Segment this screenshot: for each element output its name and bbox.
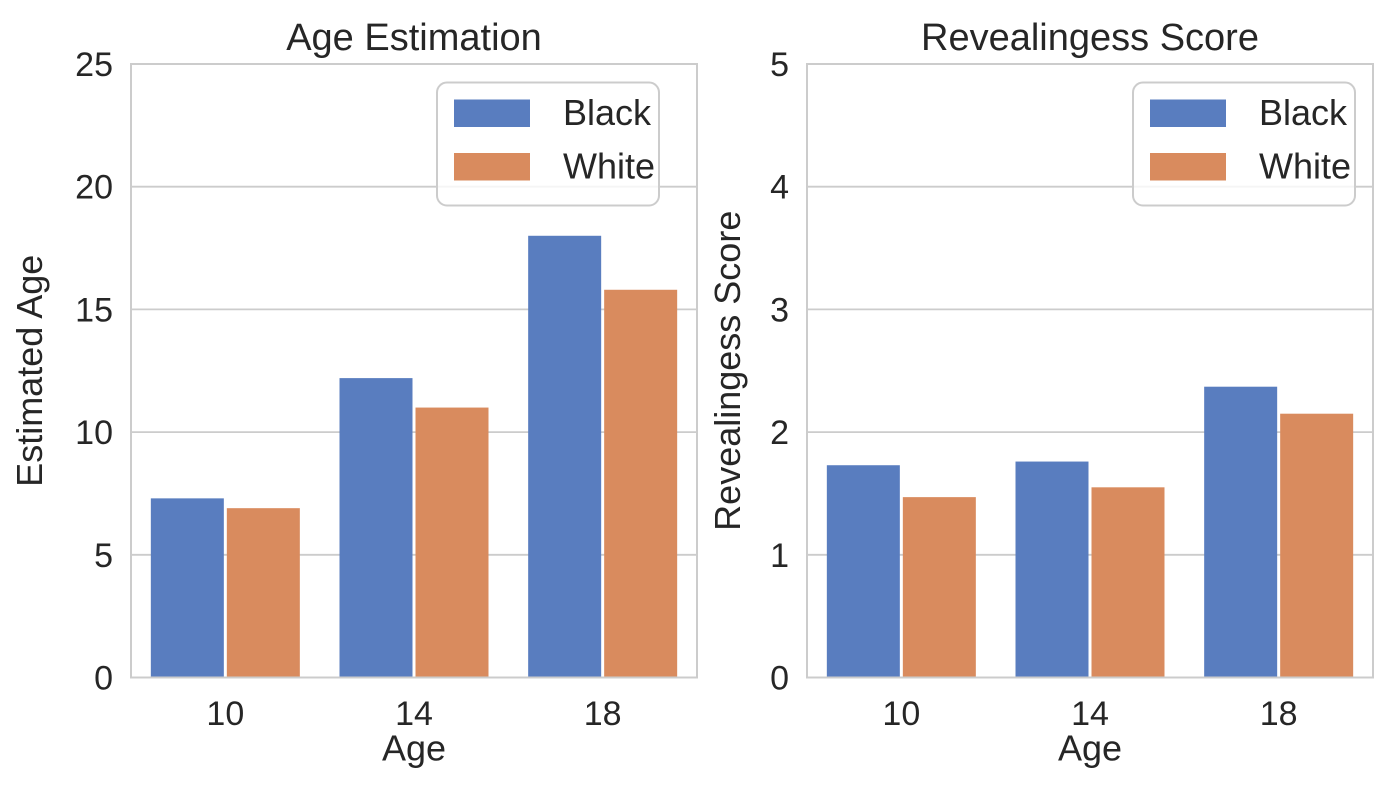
y-tick-label: 0 — [770, 660, 789, 698]
y-tick-label: 5 — [770, 46, 789, 84]
y-axis-label: Estimated Age — [9, 255, 50, 487]
y-tick-label: 15 — [75, 291, 113, 329]
x-tick-label: 18 — [584, 695, 622, 733]
plot-border — [130, 63, 698, 679]
y-tick-label: 1 — [770, 537, 789, 575]
legend-label-white: White — [1259, 146, 1351, 187]
legend-swatch-white — [1150, 153, 1226, 181]
bar-black-10 — [150, 498, 224, 678]
y-tick-label: 0 — [94, 660, 113, 698]
x-tick-label: 14 — [395, 695, 433, 733]
bar-white-18 — [604, 289, 678, 678]
y-tick-label: 20 — [75, 169, 113, 207]
bar-white-14 — [415, 407, 489, 678]
legend: Black White — [1132, 81, 1356, 207]
x-tick-label: 10 — [206, 695, 244, 733]
legend: Black White — [436, 81, 660, 207]
y-tick-label: 2 — [770, 414, 789, 452]
y-tick-label: 4 — [770, 169, 789, 207]
bar-black-14 — [1015, 461, 1089, 678]
bar-white-14 — [1091, 487, 1165, 678]
right-chart: 10 14 18 0 1 2 3 4 5 Revealingess Score Age Reveali… — [707, 17, 1374, 769]
legend-swatch-black — [1150, 99, 1226, 127]
bar-white-18 — [1280, 413, 1354, 678]
plot-border — [806, 63, 1374, 679]
bar-black-10 — [826, 465, 900, 678]
bar-white-10 — [902, 497, 976, 678]
x-tick-label: 14 — [1071, 695, 1109, 733]
chart-title: Revealingess Score — [921, 17, 1259, 59]
chart-title: Age Estimation — [286, 17, 542, 59]
bar-black-14 — [339, 378, 413, 678]
bar-black-18 — [1204, 386, 1278, 678]
y-tick-label: 10 — [75, 414, 113, 452]
bar-white-10 — [226, 508, 300, 678]
bar-black-18 — [528, 235, 602, 678]
x-tick-label: 18 — [1260, 695, 1298, 733]
y-tick-label: 25 — [75, 46, 113, 84]
y-tick-label: 3 — [770, 291, 789, 329]
y-tick-label: 5 — [94, 537, 113, 575]
x-tick-label: 10 — [882, 695, 920, 733]
y-axis-label: Revealingess Score — [707, 211, 748, 531]
x-axis-label: Age — [1058, 728, 1122, 769]
legend-label-white: White — [563, 146, 655, 187]
legend-swatch-white — [454, 153, 530, 181]
x-axis-label: Age — [382, 728, 446, 769]
legend-label-black: Black — [563, 92, 652, 133]
left-chart: 10 14 18 0 5 10 15 20 25 Age Estimation Age Estimat… — [9, 17, 698, 769]
legend-swatch-black — [454, 99, 530, 127]
legend-label-black: Black — [1259, 92, 1348, 133]
